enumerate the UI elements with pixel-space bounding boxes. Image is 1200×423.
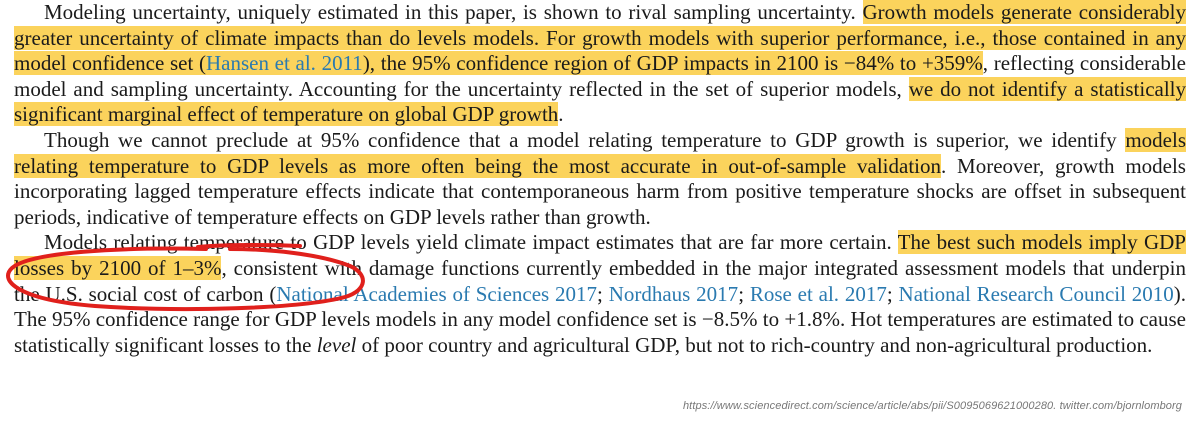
paragraph-3: Models relating temperature to GDP level… [14, 230, 1186, 358]
article-excerpt: Modeling uncertainty, uniquely estimated… [14, 0, 1187, 358]
text-segment: ; [597, 281, 609, 306]
text-segment: . Moreover, growth models incorporating … [14, 153, 1186, 229]
citation-link[interactable]: National Academies of Sciences 2017 [276, 281, 598, 306]
paragraph-1: Modeling uncertainty, uniquely estimated… [14, 0, 1187, 128]
source-note: https://www.sciencedirect.com/science/ar… [682, 400, 1182, 412]
text-segment: Models relating temperature to GDP level… [44, 230, 898, 255]
citation-link[interactable]: Hansen et al. 2011 [205, 51, 363, 76]
text-segment: , reflecting considerable model and samp… [14, 51, 1186, 101]
text-segment: Though we cannot preclude at 95% confide… [44, 127, 1126, 152]
citation-link[interactable]: Rose et al. 2017 [749, 281, 887, 306]
highlighted-text: ), the 95% confidence region of GDP impa… [362, 51, 983, 76]
text-segment: of poor country and agricultural GDP, bu… [356, 332, 1153, 357]
text-segment: Modeling uncertainty, uniquely estimated… [44, 0, 863, 24]
paragraph-2: Though we cannot preclude at 95% confide… [14, 127, 1186, 230]
text-segment: ; [886, 281, 899, 306]
text-segment: . [558, 102, 564, 127]
citation-link[interactable]: Nordhaus 2017 [608, 281, 739, 306]
citation-link[interactable]: National Research Council 2010 [898, 281, 1174, 306]
text-segment: ). The 95% confidence range for GDP leve… [14, 281, 1187, 357]
text-segment: ; [738, 281, 750, 306]
emphasized-text: level [316, 332, 357, 357]
